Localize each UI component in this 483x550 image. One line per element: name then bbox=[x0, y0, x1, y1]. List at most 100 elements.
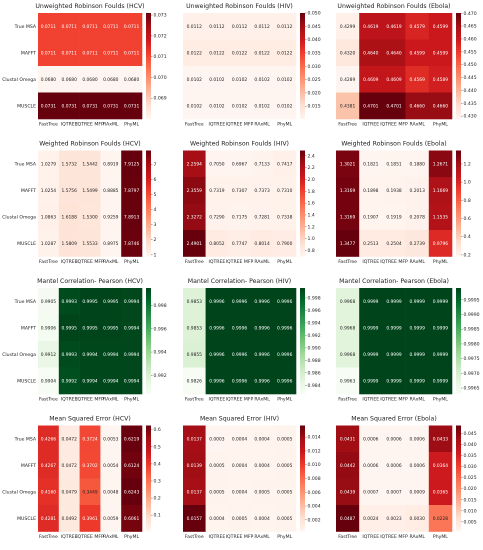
cell-label: 0.9999 bbox=[363, 378, 379, 384]
cell-label: 0.6219 bbox=[124, 436, 140, 442]
colorbar-tick-label: 0.010 bbox=[308, 462, 321, 468]
heatmap-cell bbox=[359, 367, 383, 395]
cell-label: 0.4267 bbox=[41, 463, 57, 469]
heatmap-cell bbox=[228, 425, 252, 453]
cell-label: 0.0006 bbox=[386, 436, 402, 442]
colorbar-tick-label: 0.025 bbox=[464, 475, 477, 481]
heatmap-cell bbox=[121, 150, 143, 178]
heatmap-cell bbox=[100, 92, 122, 120]
column-label: PhyML bbox=[277, 534, 292, 540]
heatmap-cell bbox=[405, 425, 430, 453]
cell-label: 0.9999 bbox=[363, 325, 379, 331]
column-label: IQTREE bbox=[209, 397, 226, 403]
heatmap-cell bbox=[100, 314, 122, 342]
row-label: MAFFT bbox=[21, 325, 36, 331]
column-label: IQTREE MFP bbox=[380, 534, 408, 540]
cell-label: 0.0479 bbox=[62, 489, 78, 495]
cell-label: 0.9999 bbox=[386, 299, 402, 305]
heatmap-cell bbox=[336, 39, 360, 67]
cell-label: 7.8797 bbox=[124, 188, 140, 194]
cell-label: 0.0024 bbox=[363, 516, 379, 522]
cell-label: 0.9996 bbox=[277, 378, 293, 384]
cell-label: 1.5300 bbox=[82, 214, 98, 220]
cell-label: 0.4320 bbox=[340, 50, 356, 56]
cell-label: 0.9996 bbox=[254, 352, 270, 358]
cell-label: 0.0431 bbox=[340, 436, 356, 442]
cell-label: 0.7050 bbox=[209, 161, 225, 167]
cell-label: 0.4609 bbox=[386, 77, 402, 83]
cell-label: 0.0680 bbox=[82, 77, 98, 83]
heatmap-cell bbox=[382, 452, 406, 479]
colorbar-tick-label: 0.996 bbox=[154, 326, 167, 332]
cell-label: 0.0004 bbox=[254, 516, 270, 522]
cell-label: 1.3477 bbox=[340, 241, 356, 247]
colorbar-tick-label: 0.073 bbox=[154, 13, 167, 19]
cell-label: 0.9996 bbox=[254, 299, 270, 305]
heatmap-cell bbox=[183, 478, 206, 506]
cell-label: 0.0007 bbox=[386, 489, 402, 495]
colorbar-tick-label: 2 bbox=[154, 237, 157, 243]
colorbar-tick-label: 1 bbox=[154, 252, 157, 258]
heatmap-cell bbox=[79, 66, 101, 93]
heatmap-cell bbox=[79, 367, 101, 395]
heatmap-cell bbox=[38, 39, 60, 67]
heatmap-cell bbox=[183, 92, 206, 120]
column-label: RAxML bbox=[410, 534, 426, 540]
heatmap-cell bbox=[228, 150, 252, 178]
heatmap-cell bbox=[100, 341, 122, 368]
colorbar-tick-label: 2.2 bbox=[308, 165, 315, 171]
column-label: IQTREE bbox=[362, 534, 379, 540]
heatmap-cell bbox=[428, 203, 453, 231]
colorbar-tick-label: 0.9965 bbox=[464, 386, 480, 392]
colorbar bbox=[456, 150, 461, 257]
cell-label: 0.0102 bbox=[187, 77, 203, 83]
cell-label: 0.7133 bbox=[254, 161, 270, 167]
row-label: MUSCLE bbox=[17, 103, 36, 109]
cell-label: 0.0122 bbox=[187, 50, 203, 56]
cell-label: 0.6124 bbox=[124, 463, 140, 469]
cell-label: 0.7747 bbox=[232, 241, 248, 247]
cell-label: 0.4599 bbox=[433, 24, 449, 30]
cell-label: 0.7319 bbox=[209, 188, 225, 194]
column-label: RAxML bbox=[410, 122, 426, 128]
heatmap-cell bbox=[273, 92, 297, 120]
cell-label: 0.0112 bbox=[277, 24, 293, 30]
colorbar-tick-label: 0.445 bbox=[464, 75, 477, 81]
cell-label: 0.0711 bbox=[103, 50, 119, 56]
heatmap-cell bbox=[100, 230, 122, 257]
heatmap-cell bbox=[250, 341, 274, 368]
cell-label: 0.9999 bbox=[363, 299, 379, 305]
cell-label: 0.0442 bbox=[340, 463, 356, 469]
heatmap-cell bbox=[428, 66, 453, 93]
heatmap-cell bbox=[273, 66, 297, 93]
cell-label: 0.9963 bbox=[340, 378, 356, 384]
column-label: IQTREE MFP bbox=[226, 259, 254, 265]
cell-label: 0.0711 bbox=[41, 50, 57, 56]
cell-label: 0.0102 bbox=[277, 77, 293, 83]
colorbar-tick-label: 0.6 bbox=[154, 427, 161, 433]
heatmap-cell bbox=[382, 505, 406, 532]
colorbar-tick-label: 0.050 bbox=[308, 11, 321, 17]
cell-label: 0.9994 bbox=[103, 352, 119, 358]
heatmap-cell bbox=[121, 288, 143, 315]
heatmap-cell bbox=[250, 230, 274, 257]
cell-label: 0.0711 bbox=[62, 24, 78, 30]
colorbar-tick-label: 0.435 bbox=[464, 101, 477, 107]
heatmap-cell bbox=[336, 288, 360, 315]
cell-label: 0.9796 bbox=[433, 241, 449, 247]
cell-label: 0.0731 bbox=[62, 103, 78, 109]
heatmap-cell bbox=[250, 288, 274, 315]
row-label: True MSA bbox=[14, 436, 37, 442]
column-label: IQTREE bbox=[362, 259, 379, 265]
cell-label: 0.4299 bbox=[340, 24, 356, 30]
colorbar-tick-label: 0.015 bbox=[464, 497, 477, 503]
row-label: True MSA bbox=[14, 299, 37, 305]
cell-label: 0.0004 bbox=[254, 463, 270, 469]
cell-label: 1.5756 bbox=[62, 188, 78, 194]
column-label: FastTree bbox=[39, 259, 58, 265]
heatmap-cell bbox=[205, 452, 229, 479]
heatmap-cell bbox=[38, 478, 60, 506]
heatmap-cell bbox=[273, 478, 297, 506]
cell-label: 0.1821 bbox=[363, 161, 379, 167]
heatmap-cell bbox=[183, 288, 206, 315]
